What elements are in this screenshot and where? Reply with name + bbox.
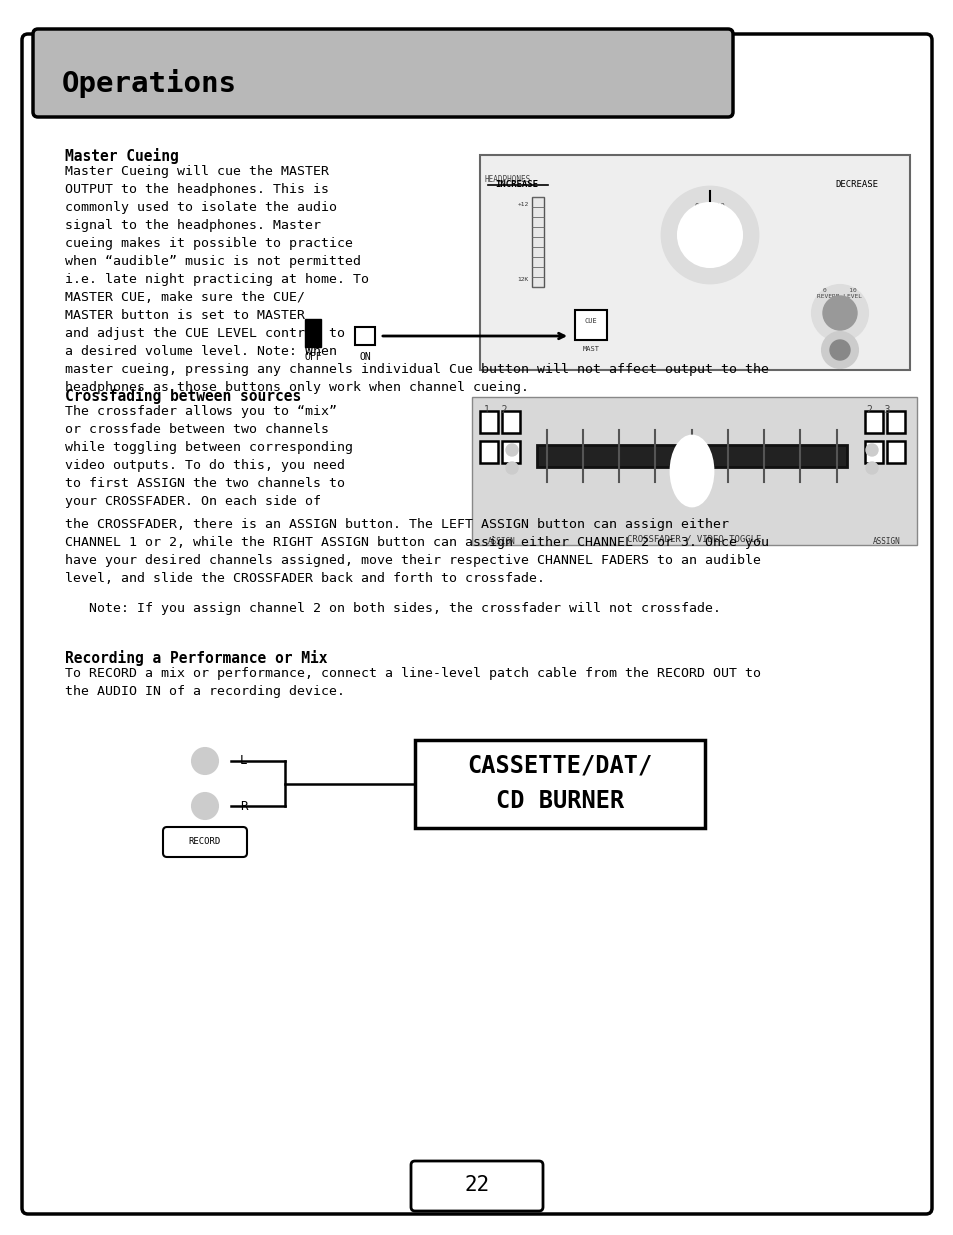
Bar (537, 445, 846, 467)
Bar (355, 327, 375, 345)
FancyBboxPatch shape (22, 35, 931, 1214)
Bar (886, 411, 904, 433)
Text: Crossfading between sources: Crossfading between sources (65, 388, 301, 404)
Circle shape (821, 332, 857, 368)
Text: CD BURNER: CD BURNER (496, 789, 623, 814)
Circle shape (179, 735, 231, 787)
Text: CASSETTE/DAT/: CASSETTE/DAT/ (467, 753, 652, 778)
Bar (501, 411, 519, 433)
Text: video outputs. To do this, you need: video outputs. To do this, you need (65, 459, 345, 472)
Text: commonly used to isolate the audio: commonly used to isolate the audio (65, 201, 336, 214)
Text: ASSIGN: ASSIGN (872, 537, 900, 546)
Text: L: L (240, 755, 247, 767)
Bar (472, 396, 916, 545)
Circle shape (865, 445, 877, 456)
Bar (501, 441, 519, 463)
Ellipse shape (670, 436, 712, 506)
Circle shape (822, 296, 856, 330)
Text: ASSIGN: ASSIGN (488, 537, 516, 546)
Text: to first ASSIGN the two channels to: to first ASSIGN the two channels to (65, 477, 345, 490)
FancyBboxPatch shape (163, 827, 247, 857)
Text: MASTER CUE, make sure the CUE/: MASTER CUE, make sure the CUE/ (65, 291, 305, 304)
Text: cueing makes it possible to practice: cueing makes it possible to practice (65, 237, 353, 249)
Text: HEADPHONES: HEADPHONES (484, 175, 531, 184)
Text: R: R (240, 799, 247, 813)
Bar (886, 441, 904, 463)
FancyBboxPatch shape (33, 28, 732, 117)
Text: INCREASE: INCREASE (495, 180, 537, 189)
Text: 0    10: 0 10 (695, 203, 724, 209)
Text: +12: +12 (517, 203, 529, 207)
Text: OFF: OFF (304, 352, 321, 362)
Text: ON: ON (358, 352, 371, 362)
Text: or crossfade between two channels: or crossfade between two channels (65, 424, 329, 436)
Text: CROSSFADER / VIDEO TOGGLE: CROSSFADER / VIDEO TOGGLE (626, 535, 760, 543)
Circle shape (192, 748, 218, 774)
Text: the CROSSFADER, there is an ASSIGN button. The LEFT ASSIGN button can assign eit: the CROSSFADER, there is an ASSIGN butto… (65, 517, 728, 531)
Text: the AUDIO IN of a recording device.: the AUDIO IN of a recording device. (65, 685, 345, 698)
Text: master cueing, pressing any channels individual Cue button will not affect outpu: master cueing, pressing any channels ind… (65, 363, 768, 375)
Text: when “audible” music is not permitted: when “audible” music is not permitted (65, 254, 360, 268)
Bar (864, 411, 882, 433)
Text: and adjust the CUE LEVEL control to: and adjust the CUE LEVEL control to (65, 327, 345, 340)
Circle shape (505, 462, 517, 474)
Circle shape (179, 781, 231, 832)
Text: Recording a Performance or Mix: Recording a Performance or Mix (65, 650, 327, 666)
Text: signal to the headphones. Master: signal to the headphones. Master (65, 219, 320, 232)
Circle shape (661, 186, 758, 283)
Text: REVERB LEVEL: REVERB LEVEL (817, 294, 862, 299)
Text: have your desired channels assigned, move their respective CHANNEL FADERS to an : have your desired channels assigned, mov… (65, 555, 760, 567)
Text: Master Cueing: Master Cueing (65, 148, 178, 164)
Circle shape (678, 203, 741, 267)
Bar (479, 156, 909, 370)
Circle shape (865, 462, 877, 474)
Text: Operations: Operations (62, 68, 236, 98)
Bar (532, 198, 543, 287)
Bar (479, 441, 497, 463)
Text: MAST: MAST (582, 346, 598, 352)
Text: your CROSSFADER. On each side of: your CROSSFADER. On each side of (65, 495, 320, 508)
Text: 1  2: 1 2 (483, 405, 507, 415)
Text: The crossfader allows you to “mix”: The crossfader allows you to “mix” (65, 405, 336, 417)
Bar (864, 441, 882, 463)
Text: 12K: 12K (517, 277, 529, 282)
Text: MASTER button is set to MASTER: MASTER button is set to MASTER (65, 309, 305, 322)
Text: PHONES: PHONES (696, 209, 723, 219)
Circle shape (505, 445, 517, 456)
Text: DECREASE: DECREASE (834, 180, 877, 189)
Text: while toggling between corresponding: while toggling between corresponding (65, 441, 353, 454)
Bar (305, 319, 320, 347)
Circle shape (829, 340, 849, 359)
Circle shape (192, 793, 218, 819)
FancyBboxPatch shape (411, 1161, 542, 1212)
Bar (415, 740, 704, 827)
Text: 22: 22 (464, 1174, 489, 1195)
Text: a desired volume level. Note: When: a desired volume level. Note: When (65, 345, 336, 358)
Text: CHANNEL 1 or 2, while the RIGHT ASSIGN button can assign either CHANNEL 2 or 3. : CHANNEL 1 or 2, while the RIGHT ASSIGN b… (65, 536, 768, 550)
Text: Note: If you assign channel 2 on both sides, the crossfader will not crossfade.: Note: If you assign channel 2 on both si… (65, 601, 720, 615)
Text: CUE: CUE (584, 317, 597, 324)
Circle shape (811, 285, 867, 341)
Text: RECORD: RECORD (189, 837, 221, 846)
Text: 0      10: 0 10 (822, 288, 856, 293)
Text: Master Cueing will cue the MASTER: Master Cueing will cue the MASTER (65, 165, 329, 178)
Bar (575, 310, 606, 340)
Text: OUTPUT to the headphones. This is: OUTPUT to the headphones. This is (65, 183, 329, 196)
Text: level, and slide the CROSSFADER back and forth to crossfade.: level, and slide the CROSSFADER back and… (65, 572, 544, 585)
Text: 2  3: 2 3 (866, 405, 889, 415)
Text: To RECORD a mix or performance, connect a line-level patch cable from the RECORD: To RECORD a mix or performance, connect … (65, 667, 760, 680)
Bar (479, 411, 497, 433)
Text: headphones as those buttons only work when channel cueing.: headphones as those buttons only work wh… (65, 382, 529, 394)
Text: i.e. late night practicing at home. To: i.e. late night practicing at home. To (65, 273, 369, 287)
